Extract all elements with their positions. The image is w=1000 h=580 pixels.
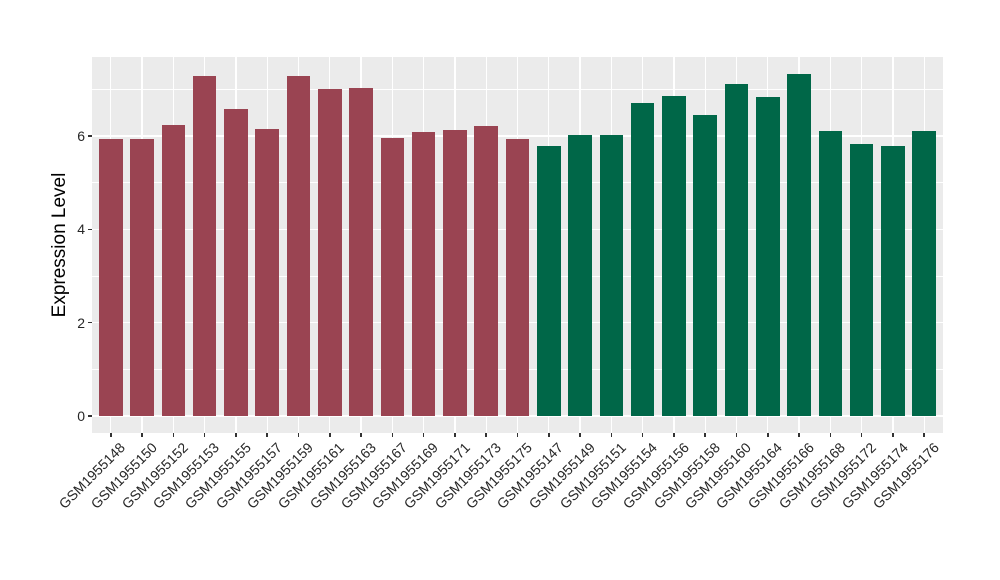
y-tick-label-2: 2 xyxy=(77,314,85,331)
x-tick-mark-GSM1955175 xyxy=(516,433,519,437)
bar-GSM1955175 xyxy=(505,138,530,416)
bar-GSM1955150 xyxy=(130,138,154,416)
bar-GSM1955156 xyxy=(662,96,686,416)
bar-GSM1955153 xyxy=(192,75,217,416)
y-axis-title: Expression Level xyxy=(49,172,70,318)
x-tick-mark-GSM1955160 xyxy=(735,433,738,437)
y-tick-mark-2 xyxy=(87,321,92,324)
x-tick-mark-GSM1955155 xyxy=(235,433,237,437)
bar-GSM1955155 xyxy=(224,109,248,416)
x-tick-mark-GSM1955172 xyxy=(860,433,863,437)
x-tick-mark-GSM1955151 xyxy=(610,433,613,437)
x-tick-mark-GSM1955147 xyxy=(547,433,550,437)
bar-GSM1955176 xyxy=(912,130,936,416)
bar-GSM1955148 xyxy=(99,138,123,416)
bar-GSM1955171 xyxy=(443,130,467,416)
x-tick-mark-GSM1955154 xyxy=(641,433,644,437)
bar-GSM1955160 xyxy=(724,84,749,416)
bar-GSM1955157 xyxy=(255,129,279,416)
x-tick-mark-GSM1955167 xyxy=(391,433,394,437)
bar-GSM1955147 xyxy=(537,145,561,416)
x-tick-mark-GSM1955148 xyxy=(109,433,112,437)
x-tick-mark-GSM1955159 xyxy=(297,433,300,437)
x-tick-mark-GSM1955164 xyxy=(766,433,769,437)
bar-GSM1955172 xyxy=(849,143,874,416)
y-tick-label-0: 0 xyxy=(77,407,85,424)
x-tick-mark-GSM1955163 xyxy=(360,433,362,437)
bar-GSM1955159 xyxy=(286,75,311,416)
bar-GSM1955169 xyxy=(411,131,436,416)
y-tick-mark-0 xyxy=(87,414,92,417)
x-tick-mark-GSM1955168 xyxy=(829,433,832,437)
bar-GSM1955173 xyxy=(474,125,498,416)
bar-GSM1955154 xyxy=(630,103,655,416)
x-tick-mark-GSM1955161 xyxy=(328,433,331,437)
bar-GSM1955166 xyxy=(787,74,811,416)
plot-panel xyxy=(92,57,943,433)
x-tick-mark-GSM1955149 xyxy=(579,433,581,437)
x-tick-mark-GSM1955153 xyxy=(203,433,206,437)
x-tick-mark-GSM1955158 xyxy=(704,433,706,437)
y-tick-mark-4 xyxy=(87,228,92,231)
x-tick-mark-GSM1955169 xyxy=(422,433,425,437)
bar-GSM1955163 xyxy=(349,87,373,416)
x-tick-mark-GSM1955152 xyxy=(172,433,175,437)
bar-GSM1955151 xyxy=(599,134,624,416)
bar-GSM1955149 xyxy=(568,135,592,416)
bar-GSM1955174 xyxy=(881,145,905,416)
x-tick-mark-GSM1955156 xyxy=(673,433,675,437)
x-tick-mark-GSM1955173 xyxy=(485,433,487,437)
y-tick-label-4: 4 xyxy=(77,221,85,238)
x-tick-mark-GSM1955150 xyxy=(141,433,143,437)
bar-GSM1955164 xyxy=(756,97,780,416)
x-tick-mark-GSM1955166 xyxy=(798,433,800,437)
bar-GSM1955168 xyxy=(818,131,843,416)
x-tick-mark-GSM1955171 xyxy=(454,433,456,437)
x-tick-mark-GSM1955174 xyxy=(892,433,894,437)
x-tick-mark-GSM1955176 xyxy=(923,433,926,437)
x-tick-mark-GSM1955157 xyxy=(266,433,268,437)
bar-GSM1955152 xyxy=(161,125,186,416)
y-tick-mark-6 xyxy=(87,135,92,137)
bar-GSM1955161 xyxy=(318,89,342,416)
bar-GSM1955167 xyxy=(380,137,405,416)
y-tick-label-6: 6 xyxy=(77,128,85,145)
bar-GSM1955158 xyxy=(693,114,717,416)
